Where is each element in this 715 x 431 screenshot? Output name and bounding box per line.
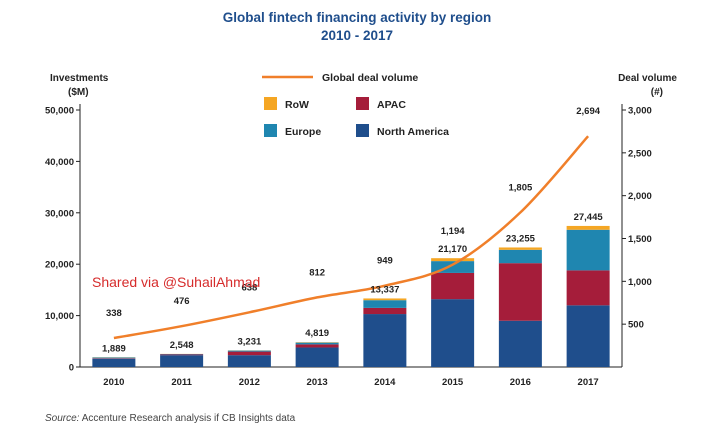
source-text: Accenture Research analysis if CB Insigh… bbox=[79, 413, 295, 424]
chart-title: Global fintech financing activity by reg… bbox=[223, 10, 492, 25]
legend-label-north-america: North America bbox=[377, 126, 449, 138]
bar-segment-north-america bbox=[431, 299, 475, 367]
right-tick-label: 1,500 bbox=[628, 234, 652, 245]
x-tick-label: 2017 bbox=[578, 377, 599, 388]
bar-segment-europe bbox=[363, 300, 407, 308]
bar-segment-europe bbox=[92, 357, 136, 359]
bar-segment-north-america bbox=[498, 320, 542, 367]
right-tick-label: 2,500 bbox=[628, 148, 652, 159]
bar-total-label: 27,445 bbox=[574, 212, 604, 223]
bar-segment-apac bbox=[431, 272, 475, 300]
right-axis-label-line1: Deal volume bbox=[618, 73, 677, 84]
bar-segment-apac bbox=[566, 270, 610, 306]
left-axis-label-line1: Investments bbox=[50, 73, 109, 84]
bar-segment-europe bbox=[431, 261, 475, 273]
bar-segment-europe bbox=[295, 342, 339, 345]
deal-volume-label: 1,194 bbox=[441, 226, 465, 237]
legend: Global deal volume RoW APAC Europe North… bbox=[262, 72, 449, 138]
bar-total-label: 13,337 bbox=[370, 284, 399, 295]
x-tick-label: 2011 bbox=[171, 377, 192, 388]
legend-label-apac: APAC bbox=[377, 99, 406, 111]
x-tick-label: 2013 bbox=[307, 377, 328, 388]
legend-swatch-apac bbox=[356, 97, 369, 110]
deal-volume-line bbox=[113, 135, 590, 340]
left-tick-label: 30,000 bbox=[45, 208, 74, 219]
legend-swatch-north-america bbox=[356, 124, 369, 137]
deal-volume-label: 812 bbox=[309, 267, 325, 278]
right-axis-label-line2: (#) bbox=[651, 87, 663, 98]
x-tick-label: 2014 bbox=[374, 377, 396, 388]
right-tick-label: 500 bbox=[628, 320, 644, 331]
bar-total-label: 21,170 bbox=[438, 244, 467, 255]
bar-segment-europe bbox=[227, 350, 271, 352]
left-tick-label: 10,000 bbox=[45, 311, 74, 322]
right-tick-label: 1,000 bbox=[628, 277, 652, 288]
bar-segment-europe bbox=[566, 229, 610, 271]
deal-volume-label: 476 bbox=[174, 296, 190, 307]
bar-segment-north-america bbox=[160, 355, 204, 367]
left-tick-label: 0 bbox=[69, 363, 74, 374]
deal-volume-label: 638 bbox=[241, 282, 257, 293]
bar-total-label: 3,231 bbox=[237, 336, 261, 347]
legend-line-label: Global deal volume bbox=[322, 72, 418, 84]
bar-total-label: 2,548 bbox=[170, 340, 194, 351]
bar-segment-row bbox=[566, 225, 610, 230]
bar-segment-row bbox=[431, 258, 475, 262]
bar-segment-north-america bbox=[363, 314, 407, 367]
bar-segment-apac bbox=[498, 263, 542, 321]
legend-label-europe: Europe bbox=[285, 126, 321, 138]
bar-segment-north-america bbox=[295, 347, 339, 367]
legend-swatch-row bbox=[264, 97, 277, 110]
x-tick-label: 2015 bbox=[442, 377, 464, 388]
deal-volume-label: 2,694 bbox=[576, 106, 600, 117]
chart-subtitle: 2010 - 2017 bbox=[321, 28, 393, 43]
bar-segment-north-america bbox=[227, 355, 271, 367]
left-tick-label: 40,000 bbox=[45, 157, 74, 168]
left-axis-label-line2: ($M) bbox=[68, 87, 89, 98]
bar-segment-apac bbox=[227, 351, 271, 356]
deal-volume-path bbox=[113, 135, 590, 340]
axes: 0 10,000 20,000 30,000 40,000 50,000 500 1,000 1… bbox=[45, 104, 652, 388]
left-tick-label: 20,000 bbox=[45, 260, 74, 271]
legend-swatch-europe bbox=[264, 124, 277, 137]
right-tick-label: 3,000 bbox=[628, 106, 652, 117]
bar-total-label: 4,819 bbox=[305, 328, 329, 339]
bar-segment-north-america bbox=[566, 305, 610, 367]
bar-total-label: 1,889 bbox=[102, 343, 126, 354]
bar-segment-apac bbox=[92, 358, 136, 359]
deal-volume-label: 1,805 bbox=[508, 182, 532, 193]
bar-segment-apac bbox=[160, 354, 204, 356]
x-tick-label: 2016 bbox=[510, 377, 531, 388]
bar-segment-north-america bbox=[92, 358, 136, 367]
bar-segment-apac bbox=[363, 307, 407, 315]
right-tick-label: 2,000 bbox=[628, 191, 652, 202]
watermark-text: Shared via @SuhailAhmad bbox=[92, 274, 260, 290]
bar-total-label: 23,255 bbox=[506, 233, 536, 244]
bar-segment-row bbox=[363, 298, 407, 301]
bar-segment-apac bbox=[295, 344, 339, 348]
source-note: Source: Accenture Research analysis if C… bbox=[45, 413, 296, 424]
source-label: Source: bbox=[45, 413, 80, 424]
x-tick-label: 2010 bbox=[103, 377, 124, 388]
deal-volume-label: 949 bbox=[377, 256, 393, 267]
bar-segment-row bbox=[498, 247, 542, 250]
left-tick-label: 50,000 bbox=[45, 106, 74, 117]
bar-segment-europe bbox=[498, 249, 542, 264]
x-tick-label: 2012 bbox=[239, 377, 260, 388]
data-labels: 1,889 2,548 3,231 4,819 13,337 21,170 23,255 27… bbox=[102, 106, 603, 354]
deal-volume-label: 338 bbox=[106, 308, 122, 319]
bars bbox=[92, 225, 610, 367]
legend-label-row: RoW bbox=[285, 99, 309, 111]
